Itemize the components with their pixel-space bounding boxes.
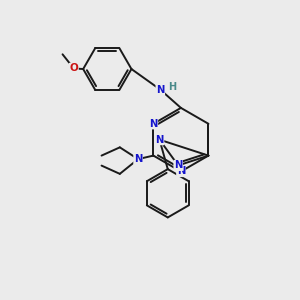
Text: N: N — [177, 167, 185, 176]
Text: H: H — [169, 82, 177, 92]
Text: N: N — [174, 160, 182, 170]
Text: N: N — [156, 85, 164, 94]
Text: N: N — [149, 119, 158, 129]
Text: O: O — [69, 63, 78, 74]
Text: N: N — [134, 154, 142, 164]
Text: N: N — [155, 135, 164, 145]
